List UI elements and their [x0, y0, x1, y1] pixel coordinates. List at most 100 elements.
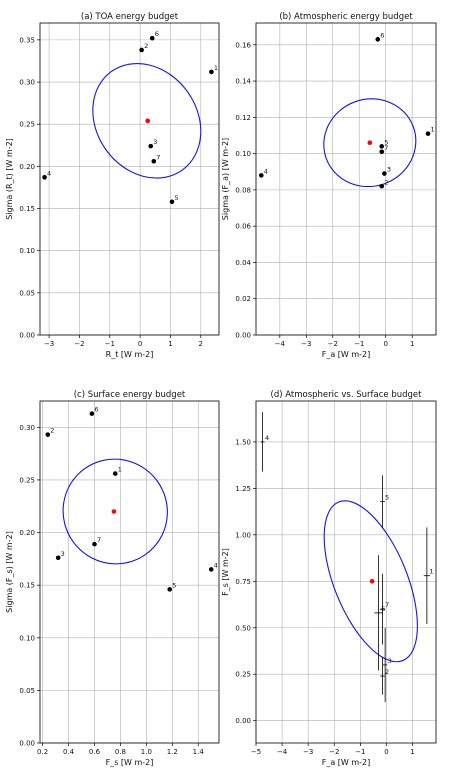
x-tick-label: −2 [74, 340, 84, 348]
data-point [382, 171, 387, 176]
x-tick-label: 0.4 [63, 748, 75, 756]
y-tick-label: 0.15 [19, 205, 35, 213]
x-tick-label: 1 [410, 340, 414, 348]
x-tick-label: −3 [301, 340, 311, 348]
point-label: 3 [61, 550, 65, 558]
point-label: 5 [385, 493, 389, 501]
point-label: 5 [174, 194, 178, 202]
x-axis-label: R_t [W m-2] [106, 350, 154, 359]
y-tick-label: 0.05 [19, 289, 35, 297]
data-point [89, 411, 95, 416]
y-tick-label: 0.00 [19, 740, 35, 748]
grid [40, 401, 219, 744]
point-label: 6 [94, 406, 98, 414]
y-axis-label: Sigma (F_a) [W m-2] [221, 138, 230, 220]
x-tick-label: 0.6 [89, 748, 101, 756]
point-label: 2 [144, 42, 148, 50]
chart-title: (c) Surface energy budget [74, 390, 186, 400]
y-tick-label: 0.00 [235, 332, 251, 340]
confidence-ellipse [62, 458, 168, 565]
plot-frame [255, 400, 437, 744]
data-point [208, 567, 214, 572]
mean-point [111, 509, 117, 514]
data-point [112, 471, 118, 476]
mean-point [145, 118, 151, 124]
x-tick-label: −3 [44, 340, 54, 348]
y-tick-label: 1.25 [235, 485, 251, 493]
point-label: 1 [429, 568, 433, 576]
y-tick-label: 0.10 [19, 247, 35, 255]
y-tick-label: 0.35 [19, 36, 35, 44]
data-point [375, 37, 381, 42]
grid [40, 23, 219, 336]
point-label: 3 [153, 138, 157, 146]
point-label: 4 [214, 561, 218, 569]
x-tick-label: 1 [168, 340, 172, 348]
y-axis-label: Sigma (F_s) [W m-2] [5, 531, 14, 613]
y-tick-label: 0.06 [235, 223, 251, 231]
y-tick-label: 0.50 [235, 624, 251, 632]
point-label: 3 [388, 657, 392, 665]
data-layer: 1 2 3 4 5 6 7 [42, 30, 218, 205]
data-point [149, 35, 155, 41]
point-label: 1 [431, 126, 435, 134]
data-point [151, 158, 157, 164]
y-tick-label: 0.25 [235, 671, 251, 679]
x-tick-label: −1 [355, 748, 365, 756]
y-tick-label: 0.08 [235, 186, 251, 194]
data-point [379, 149, 385, 155]
y-tick-label: 0.25 [19, 121, 35, 129]
data-point [45, 432, 51, 437]
y-tick-label: 0.30 [19, 424, 35, 432]
y-tick-label: 0.20 [19, 529, 35, 537]
chart-title: (b) Atmospheric energy budget [279, 12, 413, 22]
x-tick-label: −2 [329, 748, 339, 756]
confidence-ellipse [323, 500, 418, 663]
data-point [92, 541, 97, 547]
plot-frame [39, 22, 220, 336]
y-tick-label: 0.15 [19, 582, 35, 590]
point-label: 5 [384, 138, 388, 146]
point-label: 6 [380, 31, 384, 39]
data-point [425, 131, 431, 136]
chart-title: (d) Atmospheric vs. Surface budget [271, 390, 423, 400]
x-tick-label: −2 [328, 340, 338, 348]
point-label: 1 [118, 466, 122, 474]
point-label: 7 [156, 153, 160, 161]
y-tick-label: 1.00 [235, 531, 251, 539]
y-tick-label: 0.14 [235, 78, 251, 86]
data-layer: 1 2 3 4 5 6 7 [45, 406, 218, 592]
point-label: 7 [385, 601, 389, 609]
y-tick-label: 0.00 [235, 717, 251, 725]
x-tick-label: −1 [105, 340, 115, 348]
y-tick-label: 0.12 [235, 114, 251, 122]
mean-point [369, 578, 375, 584]
point-label: 3 [387, 166, 391, 174]
point-label: 4 [47, 169, 51, 177]
point-label: 2 [50, 427, 54, 435]
y-tick-label: 0.30 [19, 79, 35, 87]
panel-surface-energy-budget: 0.2 0.4 0.6 0.8 1.0 1.2 1.4 0.00 0.05 0.10 0.15 0.2… [5, 390, 220, 767]
point-label: 2 [384, 178, 388, 186]
y-tick-label: 0.10 [235, 150, 251, 158]
x-tick-label: 0 [384, 748, 388, 756]
data-point [169, 199, 175, 205]
data-point [167, 587, 173, 592]
x-tick-label: 0 [138, 340, 142, 348]
mean-point [367, 140, 373, 146]
y-tick-label: 0.16 [235, 41, 251, 49]
grid [255, 401, 436, 743]
plot-frame [255, 22, 437, 336]
x-tick-label: 0.8 [115, 748, 126, 756]
data-point [42, 175, 47, 180]
data-point [379, 144, 385, 149]
x-tick-label: −5 [251, 748, 261, 756]
y-tick-label: 1.50 [235, 438, 251, 446]
panel-atmospheric-vs-surface-budget: −5 −4 −3 −2 −1 0 1 0.00 0.25 0.50 0.75 1.00 1.25 1.50… [221, 390, 437, 767]
confidence-ellipse [323, 98, 417, 188]
point-label: 4 [264, 167, 268, 175]
y-tick-label: 0.20 [19, 163, 35, 171]
x-tick-label: 0.2 [37, 748, 48, 756]
data-layer: 1 2 3 4 5 6 7 [258, 31, 435, 189]
